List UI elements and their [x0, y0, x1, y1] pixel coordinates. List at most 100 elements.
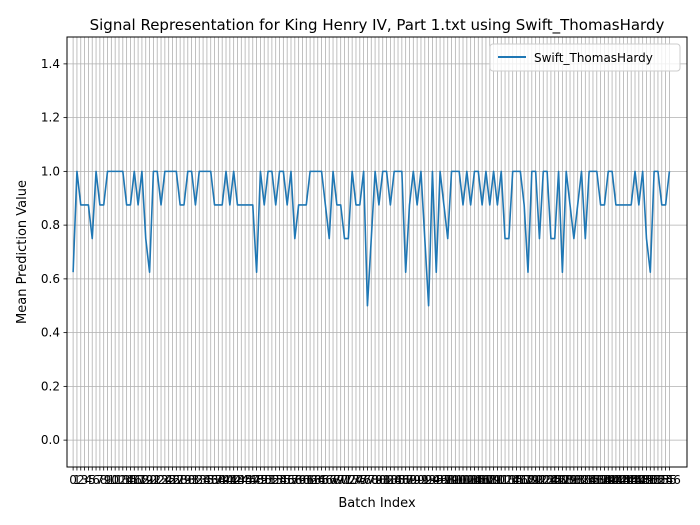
x-tick-label: 138 [589, 473, 612, 487]
x-tick-label: 145 [616, 473, 639, 487]
x-tick-label: 25 [161, 473, 176, 487]
legend-label: Swift_ThomasHardy [534, 51, 653, 65]
x-tick-label: 35 [199, 473, 214, 487]
x-tick-label: 62 [302, 473, 317, 487]
x-tick-label: 40 [218, 473, 233, 487]
x-tick-label: 150 [635, 473, 658, 487]
x-tick-label: 50 [257, 473, 272, 487]
x-tick-label: 67 [322, 473, 337, 487]
x-tick-label: 66 [318, 473, 333, 487]
y-tick-label: 1.4 [41, 57, 60, 71]
x-tick-label: 69 [329, 473, 344, 487]
chart-title: Signal Representation for King Henry IV,… [90, 16, 665, 35]
x-tick-label: 143 [608, 473, 631, 487]
x-tick-label: 113 [494, 473, 517, 487]
x-tick-label: 57 [283, 473, 298, 487]
x-tick-label: 108 [474, 473, 497, 487]
x-tick-label: 75 [352, 473, 367, 487]
x-tick-label: 98 [440, 473, 455, 487]
x-tick-label: 72 [341, 473, 356, 487]
x-tick-label: 115 [501, 473, 524, 487]
x-tick-label: 118 [513, 473, 536, 487]
x-tick-label: 51 [260, 473, 275, 487]
x-tick-label: 59 [291, 473, 306, 487]
y-tick-label: 1.0 [41, 164, 60, 178]
x-tick-label: 101 [448, 473, 471, 487]
y-tick-label: 0.4 [41, 326, 60, 340]
x-tick-label: 154 [650, 473, 673, 487]
x-tick-label: 39 [215, 473, 230, 487]
x-tick-label: 17 [130, 473, 145, 487]
x-axis-label: Batch Index [338, 496, 416, 511]
x-tick-label: 27 [169, 473, 184, 487]
x-tick-label: 2 [77, 473, 85, 487]
x-tick-label: 6 [92, 473, 100, 487]
x-tick-label: 152 [643, 473, 666, 487]
x-tick-label: 76 [356, 473, 371, 487]
x-tick-label: 43 [230, 473, 245, 487]
x-tick-label: 93 [421, 473, 436, 487]
x-tick-label: 103 [455, 473, 478, 487]
x-tick-label: 54 [272, 473, 287, 487]
x-tick-label: 87 [398, 473, 413, 487]
x-tick-label: 137 [585, 473, 608, 487]
x-tick-label: 48 [249, 473, 264, 487]
x-tick-label: 148 [627, 473, 650, 487]
x-tick-label: 23 [153, 473, 168, 487]
x-tick-label: 149 [631, 473, 654, 487]
x-tick-label: 89 [406, 473, 421, 487]
x-tick-label: 26 [165, 473, 180, 487]
legend-box [489, 43, 681, 72]
x-tick-label: 58 [287, 473, 302, 487]
x-tick-label: 7 [96, 473, 104, 487]
x-tick-label: 123 [532, 473, 555, 487]
x-tick-label: 104 [459, 473, 482, 487]
x-tick-label: 46 [241, 473, 256, 487]
x-tick-label: 139 [593, 473, 616, 487]
x-tick-label: 124 [536, 473, 559, 487]
x-tick-label: 80 [371, 473, 386, 487]
x-tick-label: 9 [104, 473, 112, 487]
x-tick-label: 142 [604, 473, 627, 487]
x-tick-label: 13 [115, 473, 130, 487]
x-tick-label: 84 [387, 473, 402, 487]
x-tick-label: 21 [146, 473, 161, 487]
x-tick-label: 120 [520, 473, 543, 487]
x-tick-label: 156 [658, 473, 681, 487]
x-tick-label: 96 [432, 473, 447, 487]
x-tick-label: 36 [203, 473, 218, 487]
x-tick-label: 22 [150, 473, 165, 487]
x-tick-label: 94 [425, 473, 440, 487]
x-tick-label: 42 [226, 473, 241, 487]
x-tick-label: 61 [299, 473, 314, 487]
x-tick-label: 14 [119, 473, 134, 487]
x-tick-label: 38 [211, 473, 226, 487]
y-axis-ticks: 0.0 0.2 0.4 0.6 0.8 1.0 1.2 1.4 [41, 57, 67, 447]
x-tick-label: 90 [409, 473, 424, 487]
x-tick-label: 41 [222, 473, 237, 487]
x-tick-label: 30 [180, 473, 195, 487]
x-tick-label: 77 [360, 473, 375, 487]
x-tick-label: 15 [123, 473, 138, 487]
x-tick-label: 85 [390, 473, 405, 487]
x-tick-label: 44 [234, 473, 249, 487]
x-tick-label: 52 [264, 473, 279, 487]
x-tick-label: 65 [314, 473, 329, 487]
x-tick-label: 55 [276, 473, 291, 487]
y-tick-label: 0.0 [41, 433, 60, 447]
x-tick-label: 153 [646, 473, 669, 487]
x-tick-label: 131 [562, 473, 585, 487]
x-tick-label: 64 [310, 473, 325, 487]
x-tick-label: 140 [597, 473, 620, 487]
x-tick-label: 112 [490, 473, 513, 487]
x-tick-label: 133 [570, 473, 593, 487]
x-tick-label: 1 [73, 473, 81, 487]
x-tick-label: 56 [280, 473, 295, 487]
x-tick-label: 53 [268, 473, 283, 487]
x-tick-label: 28 [173, 473, 188, 487]
x-tick-label: 134 [574, 473, 597, 487]
y-axis-label: Mean Prediction Value [15, 180, 30, 324]
x-tick-label: 109 [478, 473, 501, 487]
x-tick-label: 11 [108, 473, 123, 487]
